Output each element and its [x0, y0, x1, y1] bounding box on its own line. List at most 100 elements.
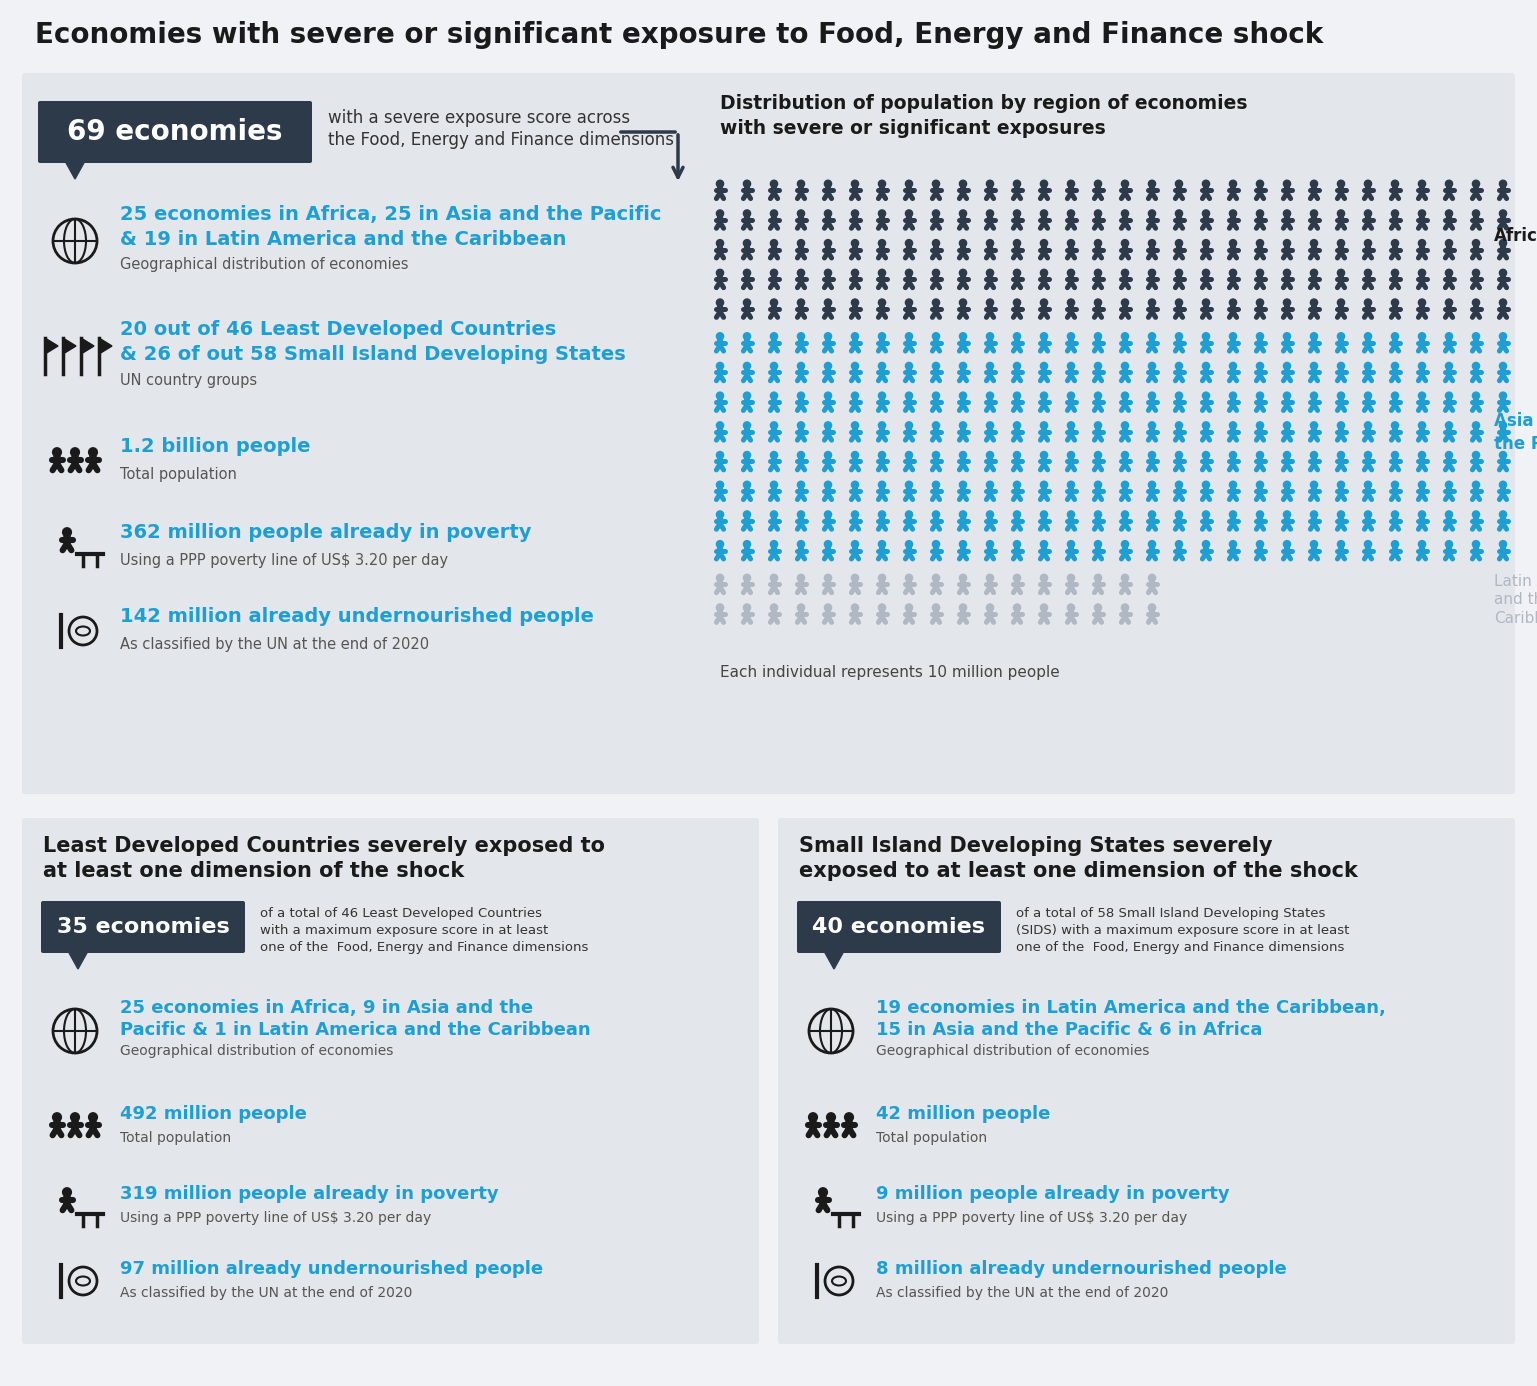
Circle shape — [716, 269, 724, 276]
Circle shape — [744, 299, 750, 306]
Polygon shape — [68, 951, 88, 969]
Circle shape — [879, 299, 885, 306]
Text: 492 million people: 492 million people — [120, 1105, 307, 1123]
Circle shape — [1283, 269, 1291, 276]
Circle shape — [1311, 421, 1317, 430]
Circle shape — [744, 362, 750, 370]
Circle shape — [1067, 481, 1074, 488]
Circle shape — [819, 1188, 827, 1196]
Circle shape — [1283, 541, 1291, 547]
Circle shape — [1500, 269, 1506, 276]
Circle shape — [1419, 362, 1426, 370]
Circle shape — [1176, 421, 1182, 430]
Circle shape — [879, 574, 885, 582]
Circle shape — [1311, 511, 1317, 518]
Circle shape — [1256, 481, 1263, 488]
Circle shape — [959, 362, 967, 370]
Circle shape — [1176, 481, 1182, 488]
Text: Least Developed Countries severely exposed to
at least one dimension of the shoc: Least Developed Countries severely expos… — [43, 836, 606, 880]
Circle shape — [933, 452, 939, 459]
Circle shape — [1067, 421, 1074, 430]
Circle shape — [1337, 209, 1345, 218]
Text: Total population: Total population — [120, 1131, 231, 1145]
Circle shape — [959, 240, 967, 247]
Circle shape — [744, 180, 750, 187]
Circle shape — [1013, 604, 1021, 611]
Circle shape — [1445, 269, 1452, 276]
Circle shape — [1230, 421, 1237, 430]
Circle shape — [1365, 421, 1371, 430]
Circle shape — [905, 269, 913, 276]
Circle shape — [1230, 511, 1237, 518]
Circle shape — [879, 541, 885, 547]
Text: 40 economies: 40 economies — [813, 918, 985, 937]
Circle shape — [1148, 392, 1156, 399]
Circle shape — [1311, 541, 1317, 547]
Circle shape — [959, 269, 967, 276]
Circle shape — [1041, 240, 1048, 247]
Circle shape — [1202, 481, 1210, 488]
Circle shape — [1391, 541, 1399, 547]
Circle shape — [770, 392, 778, 399]
Circle shape — [798, 574, 804, 582]
Circle shape — [1202, 269, 1210, 276]
Circle shape — [1283, 299, 1291, 306]
Circle shape — [933, 421, 939, 430]
Circle shape — [716, 392, 724, 399]
Circle shape — [744, 511, 750, 518]
Circle shape — [770, 604, 778, 611]
Circle shape — [1365, 541, 1371, 547]
Circle shape — [987, 240, 993, 247]
Circle shape — [1391, 269, 1399, 276]
Circle shape — [905, 452, 913, 459]
Circle shape — [770, 299, 778, 306]
Circle shape — [1094, 362, 1102, 370]
Circle shape — [851, 481, 859, 488]
Circle shape — [1472, 180, 1480, 187]
Circle shape — [959, 421, 967, 430]
Text: Using a PPP poverty line of US$ 3.20 per day: Using a PPP poverty line of US$ 3.20 per… — [120, 553, 449, 567]
Circle shape — [1041, 209, 1048, 218]
Circle shape — [770, 240, 778, 247]
Circle shape — [1094, 481, 1102, 488]
Circle shape — [933, 240, 939, 247]
Circle shape — [716, 541, 724, 547]
Circle shape — [798, 452, 804, 459]
Circle shape — [987, 574, 993, 582]
Circle shape — [52, 448, 61, 456]
Circle shape — [933, 362, 939, 370]
Circle shape — [1230, 452, 1237, 459]
Circle shape — [933, 299, 939, 306]
Circle shape — [933, 333, 939, 340]
Circle shape — [1472, 392, 1480, 399]
Circle shape — [1311, 269, 1317, 276]
Circle shape — [824, 481, 832, 488]
Circle shape — [1176, 269, 1182, 276]
Circle shape — [1176, 362, 1182, 370]
Circle shape — [1013, 421, 1021, 430]
Circle shape — [1202, 240, 1210, 247]
Circle shape — [1122, 511, 1128, 518]
Circle shape — [744, 333, 750, 340]
Circle shape — [716, 333, 724, 340]
Text: 25 economies in Africa, 9 in Asia and the
Pacific & 1 in Latin America and the C: 25 economies in Africa, 9 in Asia and th… — [120, 998, 590, 1040]
Circle shape — [824, 452, 832, 459]
Circle shape — [879, 362, 885, 370]
Circle shape — [1122, 541, 1128, 547]
Circle shape — [1283, 209, 1291, 218]
Circle shape — [1472, 333, 1480, 340]
Circle shape — [1472, 511, 1480, 518]
Circle shape — [1500, 299, 1506, 306]
Circle shape — [1337, 452, 1345, 459]
Text: Total population: Total population — [876, 1131, 987, 1145]
Circle shape — [987, 269, 993, 276]
Circle shape — [1391, 392, 1399, 399]
Circle shape — [1391, 362, 1399, 370]
Circle shape — [1041, 333, 1048, 340]
Circle shape — [1500, 392, 1506, 399]
Circle shape — [824, 604, 832, 611]
Circle shape — [744, 392, 750, 399]
Circle shape — [1445, 392, 1452, 399]
Circle shape — [851, 180, 859, 187]
Circle shape — [879, 452, 885, 459]
